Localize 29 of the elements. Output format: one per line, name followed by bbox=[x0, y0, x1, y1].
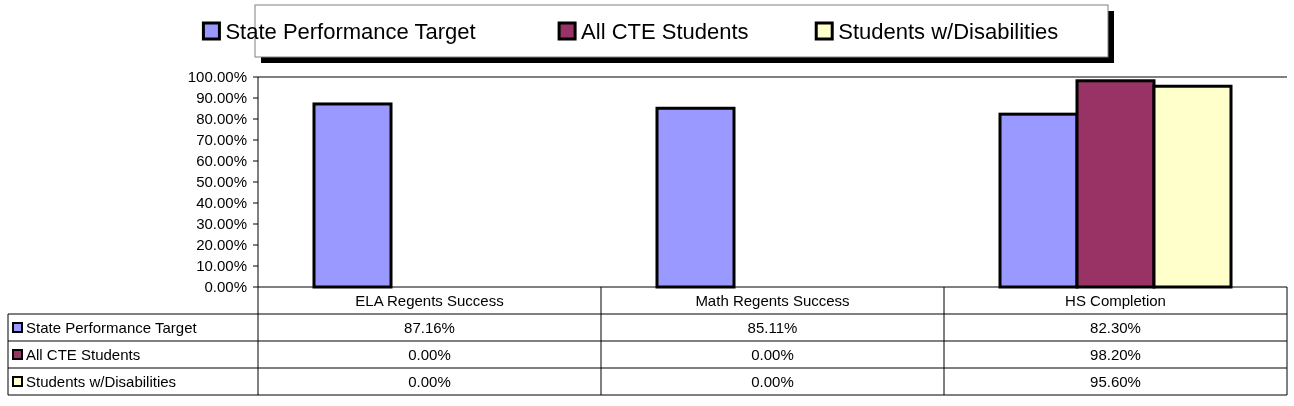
y-tick-label: 10.00% bbox=[196, 257, 247, 274]
x-tick-label: Math Regents Success bbox=[695, 292, 850, 309]
legend-label: All CTE Students bbox=[581, 19, 749, 44]
y-tick-label: 80.00% bbox=[196, 110, 247, 127]
y-tick-label: 50.00% bbox=[196, 173, 247, 190]
data-label: 87.16% bbox=[404, 319, 455, 336]
legend-label: Students w/Disabilities bbox=[838, 19, 1059, 44]
y-tick-label: 30.00% bbox=[196, 215, 247, 232]
data-label: 0.00% bbox=[408, 346, 451, 363]
data-label: 0.00% bbox=[751, 373, 794, 390]
data-label: 0.00% bbox=[751, 346, 794, 363]
y-tick-label: 40.00% bbox=[196, 194, 247, 211]
y-tick-label: 100.00% bbox=[187, 68, 247, 85]
y-tick-label: 60.00% bbox=[196, 152, 247, 169]
data-label: 98.20% bbox=[1090, 346, 1141, 363]
text: State Performance Target bbox=[26, 319, 197, 336]
data-label: 82.30% bbox=[1090, 319, 1141, 336]
text: All CTE Students bbox=[26, 346, 141, 363]
data-label: 0.00% bbox=[408, 373, 451, 390]
y-tick-label: 90.00% bbox=[196, 89, 247, 106]
y-tick-label: 0.00% bbox=[204, 278, 247, 295]
data-label: 85.11% bbox=[747, 319, 798, 336]
legend-label: State Performance Target bbox=[225, 19, 476, 44]
x-tick-label: HS Completion bbox=[1065, 292, 1166, 309]
y-tick-label: 20.00% bbox=[196, 236, 247, 253]
x-tick-label: ELA Regents Success bbox=[355, 292, 504, 309]
text: Students w/Disabilities bbox=[26, 373, 177, 390]
y-tick-label: 70.00% bbox=[196, 131, 247, 148]
data-label: 95.60% bbox=[1090, 373, 1141, 390]
